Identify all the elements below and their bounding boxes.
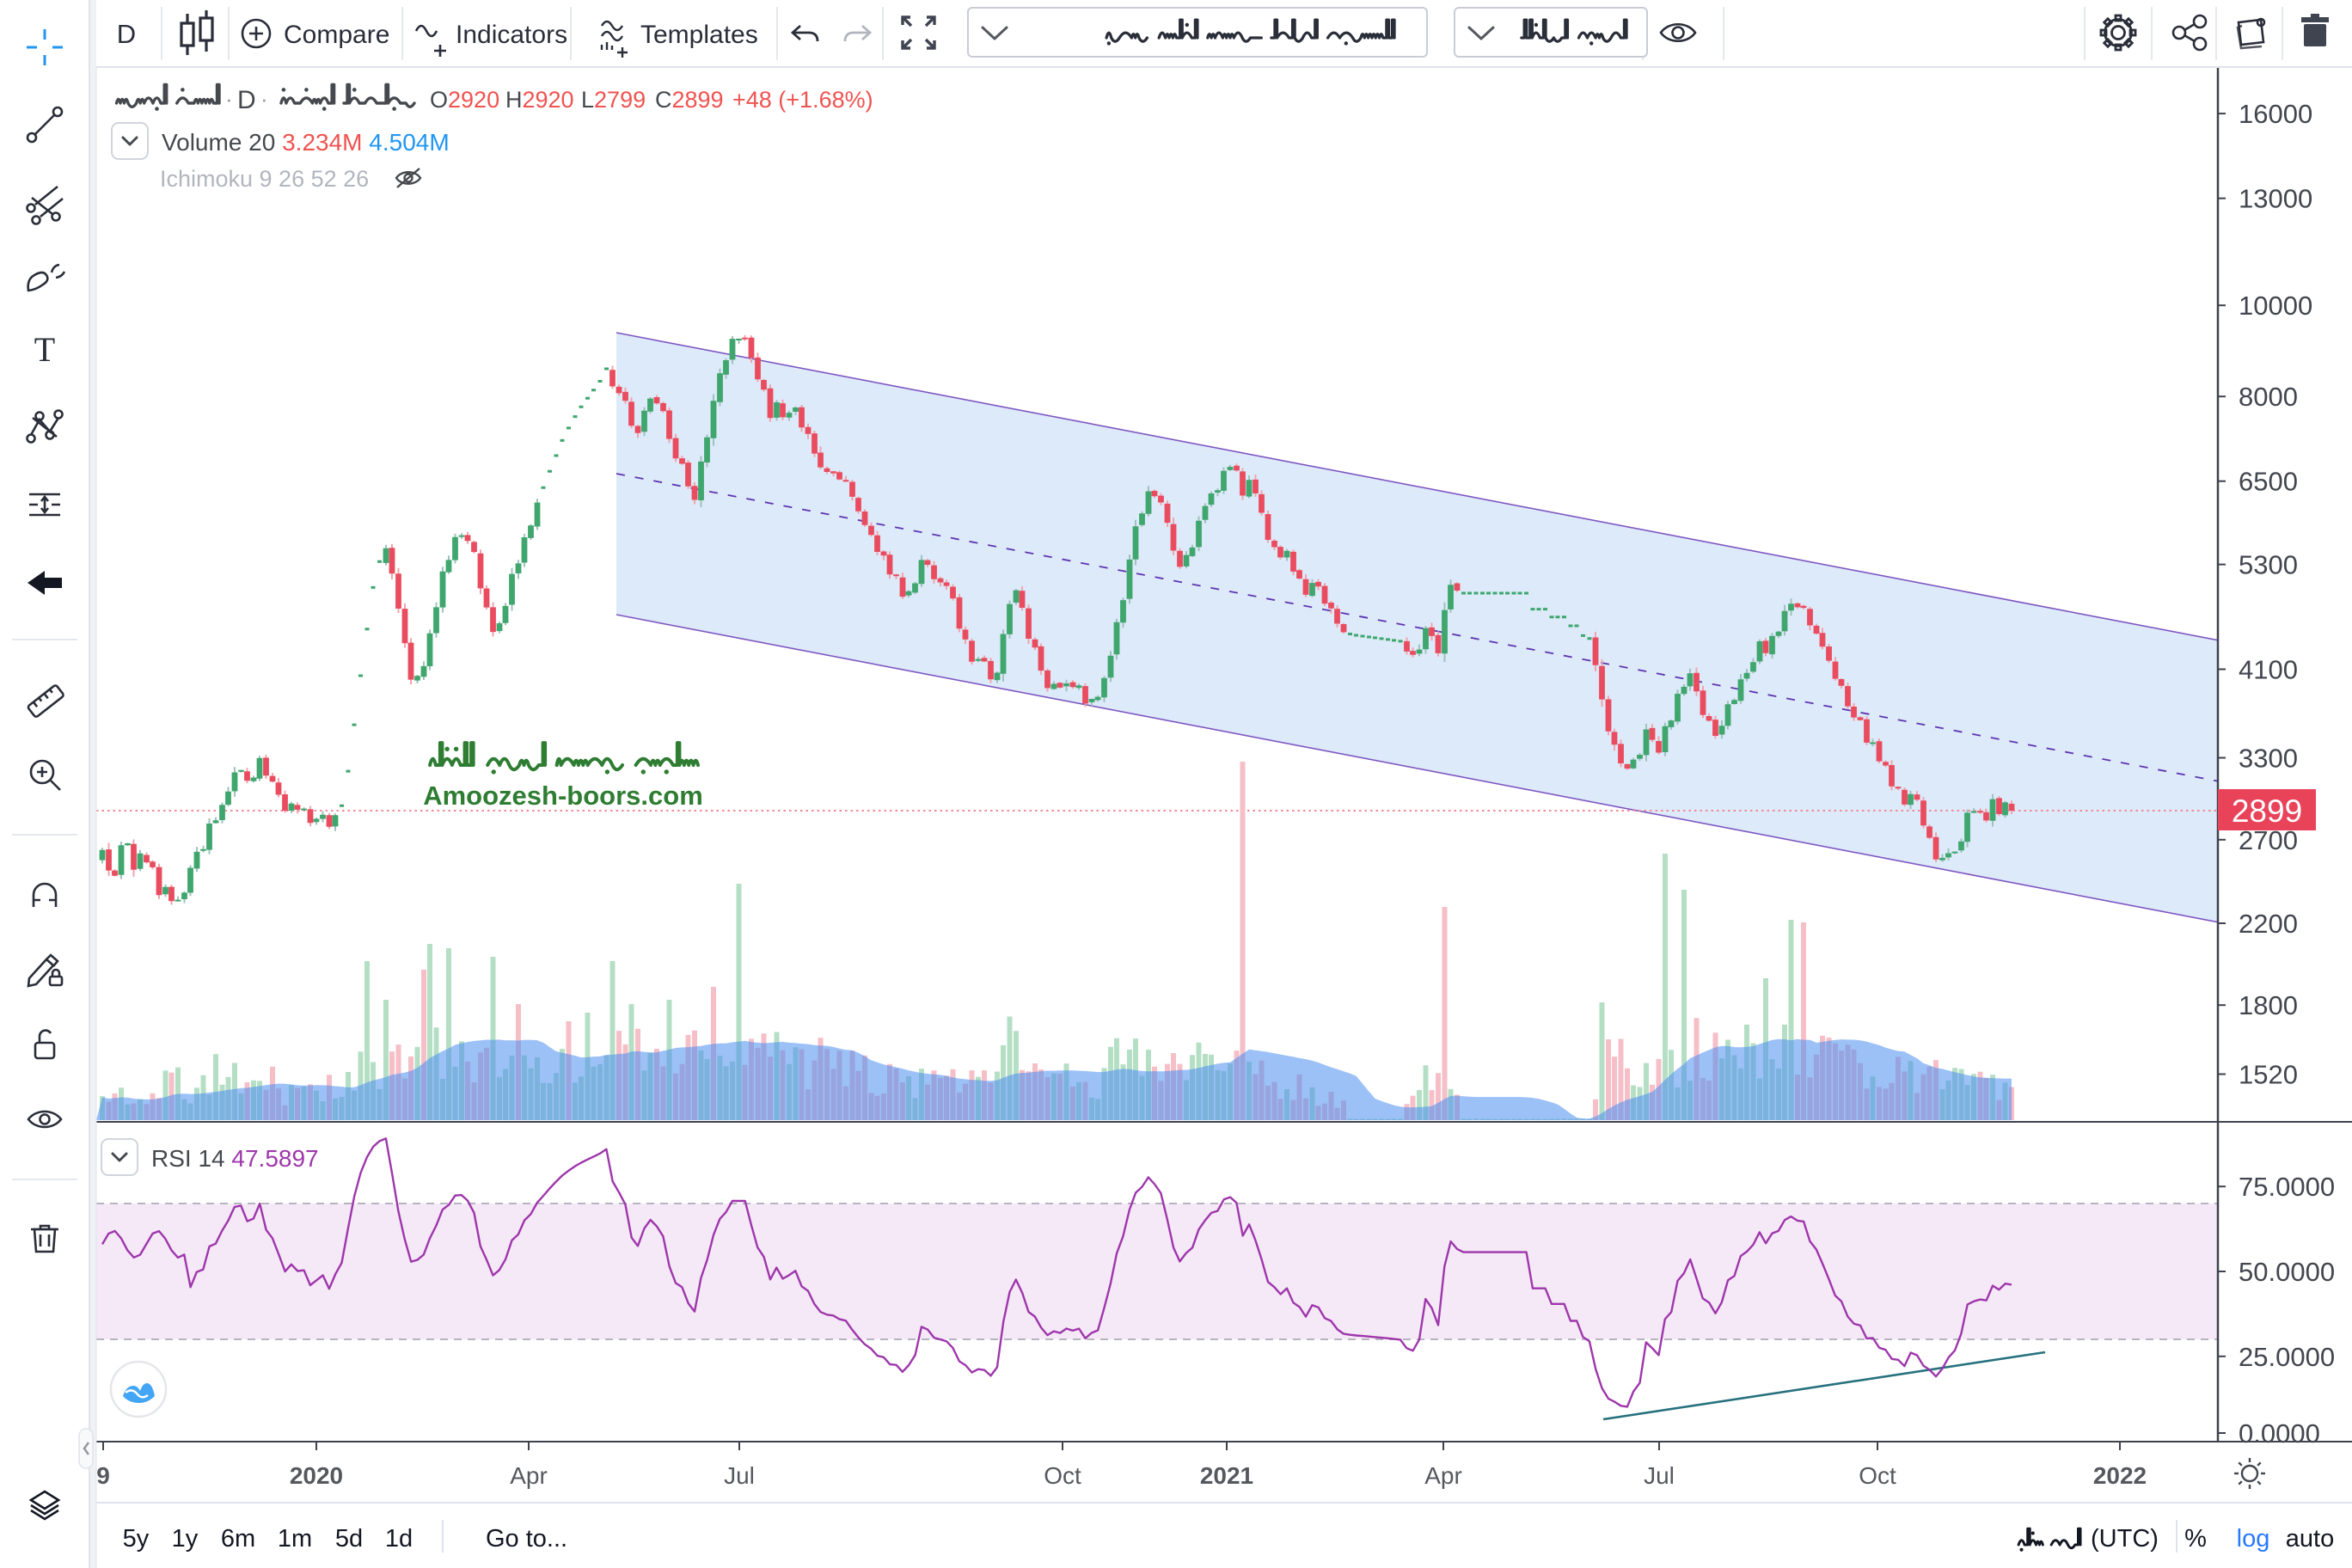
svg-text:Volume 20 3.234M 4.504M: Volume 20 3.234M 4.504M xyxy=(162,129,450,156)
svg-text:+48 (+1.68%): +48 (+1.68%) xyxy=(732,87,873,113)
svg-text:RSI 14 47.5897: RSI 14 47.5897 xyxy=(151,1145,319,1172)
svg-text:8000: 8000 xyxy=(2239,382,2298,412)
svg-text:2200: 2200 xyxy=(2239,909,2298,939)
svg-text:H2920: H2920 xyxy=(505,87,574,113)
svg-text:1d: 1d xyxy=(385,1525,413,1553)
svg-text:1m: 1m xyxy=(278,1525,312,1553)
svg-text:6m: 6m xyxy=(221,1525,255,1553)
svg-text:Amoozesh-boors.com: Amoozesh-boors.com xyxy=(423,781,703,811)
svg-text:Oct: Oct xyxy=(1859,1462,1896,1489)
svg-text:75.0000: 75.0000 xyxy=(2239,1172,2335,1202)
svg-text:O2920: O2920 xyxy=(430,87,499,113)
svg-text:Templates: Templates xyxy=(640,21,758,49)
svg-text:5300: 5300 xyxy=(2239,550,2298,580)
svg-text:Ichimoku 9 26 52 26: Ichimoku 9 26 52 26 xyxy=(160,166,369,192)
svg-text:·: · xyxy=(260,86,268,112)
svg-text:(UTC): (UTC) xyxy=(2091,1525,2159,1553)
svg-text:L2799: L2799 xyxy=(581,87,646,113)
svg-text:10000: 10000 xyxy=(2239,291,2312,321)
svg-text:2021: 2021 xyxy=(1200,1462,1253,1489)
svg-text:Oct: Oct xyxy=(1044,1462,1081,1489)
svg-text:50.0000: 50.0000 xyxy=(2239,1257,2335,1287)
svg-text:Jul: Jul xyxy=(724,1462,755,1489)
svg-text:%: % xyxy=(2184,1525,2207,1553)
svg-text:6500: 6500 xyxy=(2239,467,2298,497)
svg-text:Jul: Jul xyxy=(1644,1462,1675,1489)
svg-text:·: · xyxy=(225,86,233,112)
svg-text:auto: auto xyxy=(2286,1525,2334,1553)
svg-text:2899: 2899 xyxy=(2232,793,2302,829)
svg-text:Apr: Apr xyxy=(1424,1462,1462,1489)
svg-text:1800: 1800 xyxy=(2239,990,2298,1020)
svg-text:Compare: Compare xyxy=(284,21,389,49)
svg-text:5d: 5d xyxy=(335,1525,363,1553)
svg-text:5y: 5y xyxy=(123,1525,150,1553)
svg-text:D: D xyxy=(117,19,136,49)
svg-text:25.0000: 25.0000 xyxy=(2239,1342,2335,1372)
svg-text:T: T xyxy=(34,330,55,369)
svg-text:log: log xyxy=(2237,1525,2270,1553)
svg-text:9: 9 xyxy=(96,1462,110,1489)
svg-text:3300: 3300 xyxy=(2239,744,2298,774)
svg-text:2020: 2020 xyxy=(290,1462,343,1489)
svg-text:Indicators: Indicators xyxy=(456,21,567,49)
svg-text:1520: 1520 xyxy=(2239,1060,2298,1090)
svg-text:4100: 4100 xyxy=(2239,655,2298,685)
svg-text:0.0000: 0.0000 xyxy=(2239,1418,2320,1449)
svg-text:C2899: C2899 xyxy=(655,87,724,113)
svg-text:2022: 2022 xyxy=(2093,1462,2147,1489)
svg-text:1y: 1y xyxy=(172,1525,199,1553)
svg-text:Go to...: Go to... xyxy=(486,1525,567,1553)
svg-text:Apr: Apr xyxy=(510,1462,548,1489)
svg-text:D: D xyxy=(237,86,256,114)
svg-text:13000: 13000 xyxy=(2239,184,2312,214)
svg-text:16000: 16000 xyxy=(2239,99,2312,129)
